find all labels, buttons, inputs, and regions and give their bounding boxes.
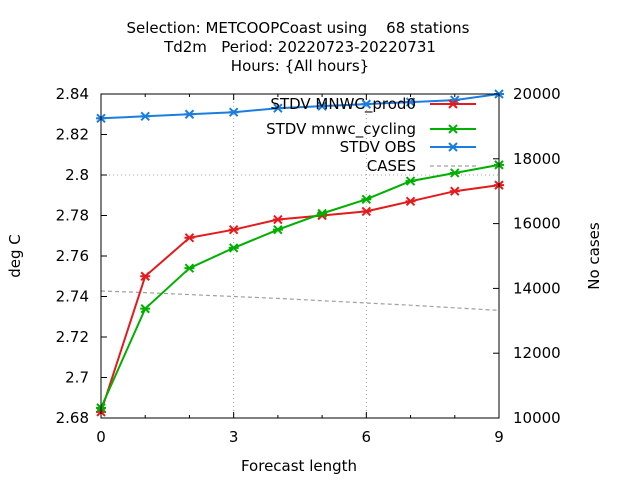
series-0-point (184, 233, 195, 243)
series-1-line (100, 163, 500, 409)
legend-label: STDV OBS (340, 138, 416, 156)
y2-tick-label: 14000 (513, 279, 561, 297)
series-1-point (449, 168, 460, 178)
grid-lines (101, 94, 499, 418)
legend-marker (448, 124, 458, 134)
cases-series-layer (100, 290, 500, 311)
y-tick-label: 2.72 (56, 328, 89, 346)
series-1-point (317, 208, 328, 219)
y-tick-label: 2.8 (65, 166, 89, 184)
series-2-point (184, 109, 195, 119)
y2-tick-label: 18000 (513, 150, 561, 168)
series-0-point (272, 214, 283, 225)
legend-marker (448, 142, 458, 152)
series-2-point (228, 107, 239, 117)
axis-ticks (100, 93, 500, 419)
series-0-point (405, 196, 416, 207)
legend-label: STDV mnwc_cycling (266, 120, 416, 139)
legend-entry: CASES (367, 157, 476, 175)
y-axis-label: deg C (6, 234, 24, 278)
series-1-point (184, 263, 195, 273)
y2-tick-label: 10000 (513, 409, 561, 427)
series-3-line (100, 290, 500, 311)
plot-frame (100, 93, 500, 419)
series-1-point (272, 224, 283, 235)
series-1-point (228, 243, 239, 253)
title-line-2: Td2m Period: 20220723-20220731 (163, 38, 436, 56)
legend-entry: STDV MNWC_prod0 (270, 95, 476, 114)
series-1-point (140, 303, 151, 314)
y2-tick-label: 20000 (513, 85, 561, 103)
y-tick-label: 2.74 (56, 288, 89, 306)
x-tick-label: 9 (494, 428, 504, 446)
x-axis-label: Forecast length (241, 457, 357, 475)
axis-tick-labels: 0 3 6 9 2.68 2.7 2.72 2.74 2.76 2.78 2.8 2.82 2.84 10… (56, 85, 561, 446)
y-tick-label: 2.82 (56, 126, 89, 144)
series-2-point (272, 103, 283, 113)
y2-tick-label: 16000 (513, 215, 561, 233)
y-tick-label: 2.7 (65, 369, 89, 387)
series-0-line (100, 184, 500, 413)
legend-label: STDV MNWC_prod0 (270, 95, 416, 114)
y-tick-label: 2.76 (56, 247, 89, 265)
title-line-3: Hours: {All hours} (231, 57, 369, 75)
series-0-point (361, 206, 372, 217)
series-0-point (228, 224, 239, 235)
series-2-point (361, 99, 372, 109)
series-2-point (317, 101, 328, 111)
y2-axis-label: No cases (585, 222, 603, 290)
series-0-point (140, 271, 151, 281)
legend-entry: STDV OBS (340, 138, 476, 156)
series-1-point (361, 194, 372, 205)
y-tick-label: 2.84 (56, 85, 89, 103)
title-line-1: Selection: METCOOPCoast using 68 station… (127, 19, 470, 37)
series-2-point (140, 111, 151, 121)
series-2-line (100, 93, 500, 120)
series-2-point (405, 97, 416, 107)
x-tick-label: 6 (362, 428, 372, 446)
legend-marker (448, 99, 458, 109)
legend-label: CASES (367, 157, 416, 175)
y-tick-label: 2.78 (56, 207, 89, 225)
series-1-point (405, 176, 416, 186)
x-tick-label: 0 (96, 428, 106, 446)
chart-title: Selection: METCOOPCoast using 68 station… (127, 19, 470, 75)
legend-entry: STDV mnwc_cycling (266, 120, 476, 139)
data-series-layer (96, 89, 504, 417)
y2-tick-label: 12000 (513, 344, 561, 362)
x-tick-label: 3 (229, 428, 239, 446)
series-0-point (449, 186, 460, 196)
y-tick-label: 2.68 (56, 409, 89, 427)
